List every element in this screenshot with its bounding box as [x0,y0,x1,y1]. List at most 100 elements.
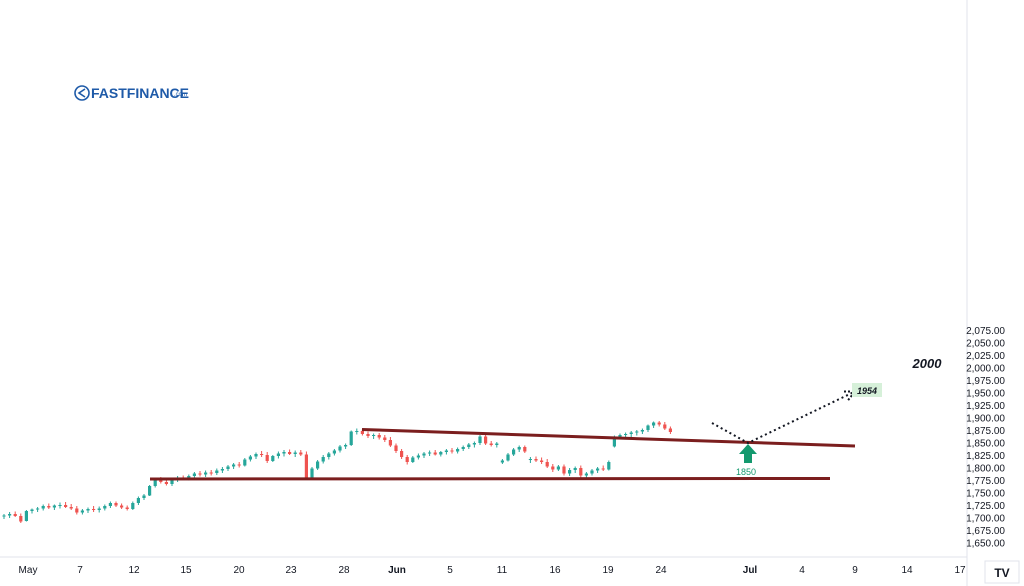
candle[interactable] [433,450,437,456]
candle[interactable] [209,470,213,476]
candle[interactable] [276,451,280,459]
candle[interactable] [316,460,320,470]
candle[interactable] [573,466,577,474]
candle[interactable] [338,445,342,453]
candle[interactable] [489,441,493,447]
candle[interactable] [75,506,79,515]
candle[interactable] [282,450,286,457]
candle[interactable] [80,509,84,515]
candle[interactable] [69,504,73,510]
candle[interactable] [657,421,661,427]
candle[interactable] [579,465,583,478]
candle[interactable] [327,452,331,460]
candle[interactable] [232,463,236,469]
candle[interactable] [551,464,555,472]
candle[interactable] [237,462,241,468]
candle[interactable] [86,507,90,514]
projection-path[interactable] [711,390,856,445]
candle[interactable] [226,465,230,471]
candle[interactable] [500,459,504,464]
candle[interactable] [472,441,476,448]
candle[interactable] [596,467,600,473]
candle[interactable] [512,448,516,456]
candle[interactable] [652,421,656,429]
candle[interactable] [355,428,359,435]
candle[interactable] [41,504,45,511]
candle[interactable] [243,458,247,467]
candle[interactable] [394,443,398,454]
candle[interactable] [142,494,146,500]
candle[interactable] [383,435,387,442]
candle[interactable] [517,445,521,453]
candle[interactable] [444,449,448,455]
candle[interactable] [288,449,292,456]
candle[interactable] [405,455,409,465]
candle[interactable] [293,450,297,458]
candle[interactable] [97,506,101,513]
candle[interactable] [422,452,426,458]
candle[interactable] [148,485,152,496]
candle[interactable] [192,472,196,478]
candle[interactable] [388,437,392,447]
candle[interactable] [92,506,96,512]
candle[interactable] [601,465,605,472]
candle[interactable] [607,460,611,471]
candle[interactable] [52,504,56,511]
candle[interactable] [19,513,23,524]
candle[interactable] [321,455,325,464]
candle[interactable] [556,465,560,471]
candle[interactable] [506,453,510,462]
candle[interactable] [590,469,594,476]
candle[interactable] [332,449,336,456]
candle[interactable] [377,433,381,440]
candle[interactable] [528,457,532,463]
x-axis[interactable]: May 7 12 15 20 23 28 Jun 5 11 16 19 24 Jul 4 9 14 17 [0,556,967,576]
candle[interactable] [204,470,208,478]
candle[interactable] [584,472,588,478]
candle[interactable] [484,435,488,445]
candle[interactable] [635,430,639,436]
candle[interactable] [456,447,460,454]
candle[interactable] [400,449,404,459]
plot-area[interactable]: 1850 1954 2000 [2,356,942,523]
candle[interactable] [478,435,482,445]
candle[interactable] [450,448,454,454]
candle[interactable] [24,510,28,522]
candle[interactable] [136,496,140,506]
candle[interactable] [58,502,62,509]
candle[interactable] [495,442,499,448]
y-axis[interactable]: 1,650.00 1,675.001,700.00 1,725.001,750.00… [966,0,1005,586]
candle[interactable] [125,505,129,511]
candle[interactable] [568,468,572,476]
candle[interactable] [254,452,258,460]
candle[interactable] [260,451,264,457]
candle[interactable] [8,512,12,518]
candle[interactable] [372,433,376,440]
candle[interactable] [114,501,118,508]
candle[interactable] [540,457,544,465]
candle[interactable] [131,501,135,511]
candle[interactable] [545,459,549,468]
candle[interactable] [534,456,538,463]
candle[interactable] [349,430,353,447]
candle[interactable] [629,431,633,437]
candle[interactable] [411,456,415,463]
candle[interactable] [36,507,40,512]
candle[interactable] [47,503,51,510]
candle[interactable] [640,428,644,435]
candle[interactable] [271,455,275,462]
upper-trendline[interactable] [361,428,856,448]
candle[interactable] [428,450,432,457]
candle[interactable] [265,452,269,463]
candle[interactable] [523,445,527,454]
candle[interactable] [103,504,107,511]
candle[interactable] [2,514,6,519]
candle[interactable] [64,502,68,508]
candle[interactable] [562,464,566,476]
candle[interactable] [467,443,471,449]
candle[interactable] [668,426,672,435]
candle[interactable] [461,445,465,452]
candle[interactable] [299,450,303,456]
candle[interactable] [220,467,224,473]
